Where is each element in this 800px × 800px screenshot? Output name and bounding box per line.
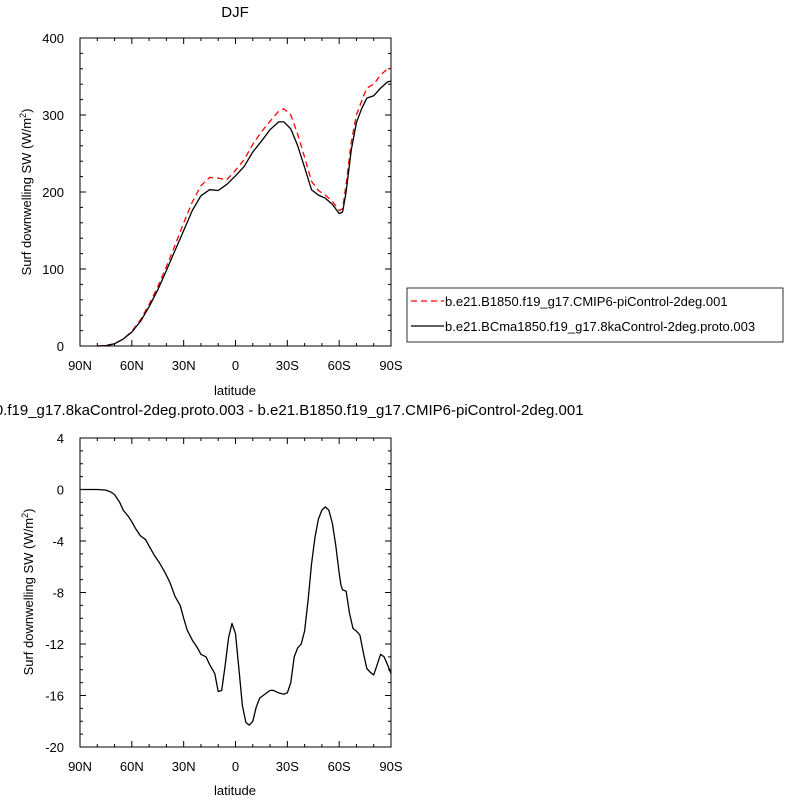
legend-box [406, 287, 784, 343]
bottom-chart-title: b.e21.BCma1850.f19_g17.8kaControl-2deg.p… [0, 402, 584, 419]
bottom-axes: 90N 60N 30N 0 30S 60S 90S 4 0 -4 -8 -12 -16 -20 [45, 431, 403, 774]
bottom-y-tick-label: 4 [57, 431, 64, 446]
top-y-tick-label: 200 [42, 185, 64, 200]
bottom-y-tick-label: 0 [57, 483, 64, 498]
top-series-line-1 [97, 80, 392, 347]
top-x-tick-label: 30S [276, 358, 299, 373]
top-axes: 90N 60N 30N 0 30S 60S 90S 0 100 200 300 400 [42, 31, 403, 373]
top-x-tick-label: 30N [172, 358, 196, 373]
top-x-tick-label: 60N [120, 358, 144, 373]
top-y-axis-label: Surf downwelling SW (W/m2) [18, 109, 34, 276]
bottom-y-axis-label: Surf downwelling SW (W/m2) [20, 509, 36, 676]
top-x-axis-label: latitude [214, 383, 256, 398]
bottom-x-tick-label: 90S [379, 759, 402, 774]
bottom-x-tick-label: 60N [120, 759, 144, 774]
top-y-tick-label: 300 [42, 108, 64, 123]
top-x-tick-label: 60S [328, 358, 351, 373]
bottom-series [80, 488, 392, 726]
legend-label-8kaControl: b.e21.BCma1850.f19_g17.8kaControl-2deg.p… [445, 319, 755, 334]
top-series-line-0 [97, 67, 392, 347]
bottom-y-tick-label: -12 [45, 637, 64, 652]
bottom-x-tick-label: 0 [232, 759, 239, 774]
bottom-plot-frame [79, 437, 392, 748]
bottom-x-tick-label: 60S [328, 759, 351, 774]
bottom-x-axis-label: latitude [214, 783, 256, 798]
bottom-x-tick-label: 30S [276, 759, 299, 774]
legend: b.e21.B1850.f19_g17.CMIP6-piControl-2deg… [406, 287, 784, 343]
legend-label-piControl: b.e21.B1850.f19_g17.CMIP6-piControl-2deg… [445, 294, 728, 309]
panel-top: DJF 90N 60N 30N 0 30S 60S 90S 0 100 200 300 400 Sur… [18, 4, 403, 398]
top-chart-title: DJF [221, 4, 249, 21]
panel-bottom: b.e21.BCma1850.f19_g17.8kaControl-2deg.p… [0, 402, 584, 798]
bottom-y-tick-label: -20 [45, 740, 64, 755]
bottom-series-line-0 [80, 488, 392, 726]
top-y-tick-label: 100 [42, 262, 64, 277]
top-series [97, 67, 392, 347]
bottom-y-tick-label: -8 [52, 586, 64, 601]
bottom-x-tick-label: 90N [68, 759, 92, 774]
top-x-tick-label: 0 [232, 358, 239, 373]
top-y-tick-label: 400 [42, 31, 64, 46]
bottom-y-tick-label: -16 [45, 689, 64, 704]
top-x-tick-label: 90N [68, 358, 92, 373]
top-x-tick-label: 90S [379, 358, 402, 373]
bottom-y-tick-label: -4 [52, 534, 64, 549]
top-y-tick-label: 0 [57, 339, 64, 354]
bottom-x-tick-label: 30N [172, 759, 196, 774]
